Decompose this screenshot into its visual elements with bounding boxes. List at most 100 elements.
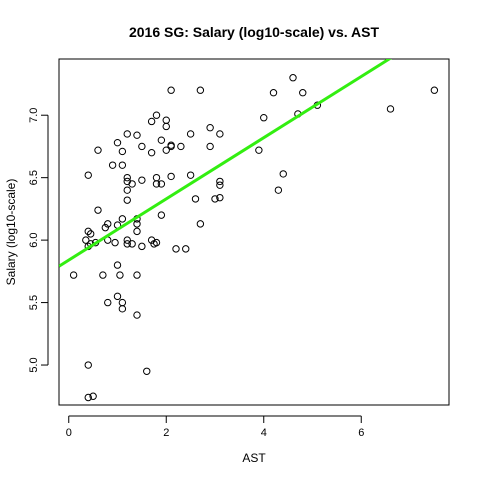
data-point	[84, 227, 92, 236]
data-point	[118, 215, 127, 223]
data-point	[113, 292, 122, 301]
data-point	[177, 142, 185, 151]
data-point	[430, 86, 439, 94]
y-tick-label: 5.5	[28, 295, 40, 310]
data-point	[108, 161, 117, 169]
data-point	[99, 271, 107, 279]
data-point	[123, 130, 131, 138]
data-point	[211, 195, 219, 203]
data-point	[123, 186, 131, 194]
data-point	[196, 86, 205, 94]
data-point	[69, 271, 78, 279]
data-point	[118, 305, 127, 313]
data-point	[128, 240, 136, 248]
data-point	[152, 173, 161, 182]
data-point	[167, 142, 175, 151]
data-point	[138, 176, 146, 184]
y-axis-label: Salary (log10-scale)	[4, 179, 18, 286]
data-point	[111, 238, 119, 247]
fit-line-layer	[59, 59, 392, 268]
data-point	[274, 186, 283, 194]
x-tick-label: 6	[358, 427, 364, 439]
data-point	[138, 142, 146, 151]
data-point	[196, 220, 205, 228]
data-point	[186, 171, 195, 179]
data-point	[279, 170, 287, 178]
data-point	[113, 138, 122, 147]
data-point	[182, 245, 190, 253]
y-tick-label: 5.0	[28, 357, 40, 372]
data-point	[162, 122, 170, 131]
data-point	[86, 230, 95, 238]
data-point	[133, 131, 141, 139]
data-point	[216, 181, 224, 189]
data-point	[157, 180, 166, 188]
data-point	[104, 220, 112, 228]
data-point	[94, 206, 102, 214]
data-point	[269, 89, 278, 97]
data-point	[186, 130, 195, 138]
data-point	[118, 147, 127, 156]
data-point	[152, 180, 161, 188]
data-point	[84, 171, 92, 179]
data-point	[386, 105, 395, 113]
plot-frame	[58, 58, 450, 406]
x-axis-label: AST	[242, 451, 266, 465]
data-point	[123, 196, 131, 204]
data-point	[167, 86, 175, 94]
y-axis: 5.0 5.5 6.0 6.5 7.0	[28, 108, 49, 373]
data-point	[157, 136, 166, 144]
data-point	[162, 146, 170, 154]
x-tick-label: 2	[163, 427, 169, 439]
data-point	[118, 298, 127, 307]
x-tick-label: 4	[261, 427, 267, 439]
data-point	[133, 227, 141, 236]
data-point	[123, 236, 131, 244]
data-point	[157, 211, 166, 219]
data-point	[152, 238, 161, 247]
chart-title: 2016 SG: Salary (log10-scale) vs. AST	[129, 24, 379, 40]
data-point	[123, 173, 131, 182]
x-axis: 0 2 4 6	[66, 415, 364, 439]
data-point	[133, 271, 141, 279]
data-point	[133, 311, 141, 319]
data-point	[147, 148, 156, 157]
data-point	[206, 142, 214, 151]
data-point	[191, 195, 200, 203]
y-tick-label: 7.0	[28, 108, 40, 123]
data-point	[128, 180, 136, 188]
data-point	[113, 261, 122, 269]
data-point	[216, 130, 224, 138]
data-point	[167, 172, 175, 181]
data-point	[138, 242, 146, 251]
data-point	[216, 193, 224, 202]
data-point	[260, 114, 268, 122]
data-point	[82, 236, 90, 244]
data-point	[123, 240, 131, 248]
y-tick-label: 6.0	[28, 232, 40, 247]
data-point	[84, 361, 92, 369]
data-point	[94, 146, 102, 154]
data-point	[118, 161, 127, 169]
data-point	[255, 146, 263, 154]
regression-line	[59, 59, 392, 268]
y-tick-label: 6.5	[28, 170, 40, 185]
data-point	[89, 392, 97, 400]
data-point	[206, 124, 214, 132]
data-point	[143, 367, 151, 375]
data-point	[216, 177, 224, 186]
data-point	[172, 245, 180, 253]
data-point	[289, 74, 297, 82]
data-point	[133, 220, 141, 228]
x-tick-label: 0	[66, 427, 72, 439]
data-point	[299, 89, 307, 97]
data-point	[152, 111, 161, 119]
data-point	[101, 223, 110, 232]
data-point	[147, 117, 156, 126]
data-point	[162, 116, 170, 124]
data-point	[84, 393, 92, 402]
data-point	[116, 271, 124, 279]
data-point	[104, 298, 112, 307]
points-layer	[69, 74, 439, 402]
